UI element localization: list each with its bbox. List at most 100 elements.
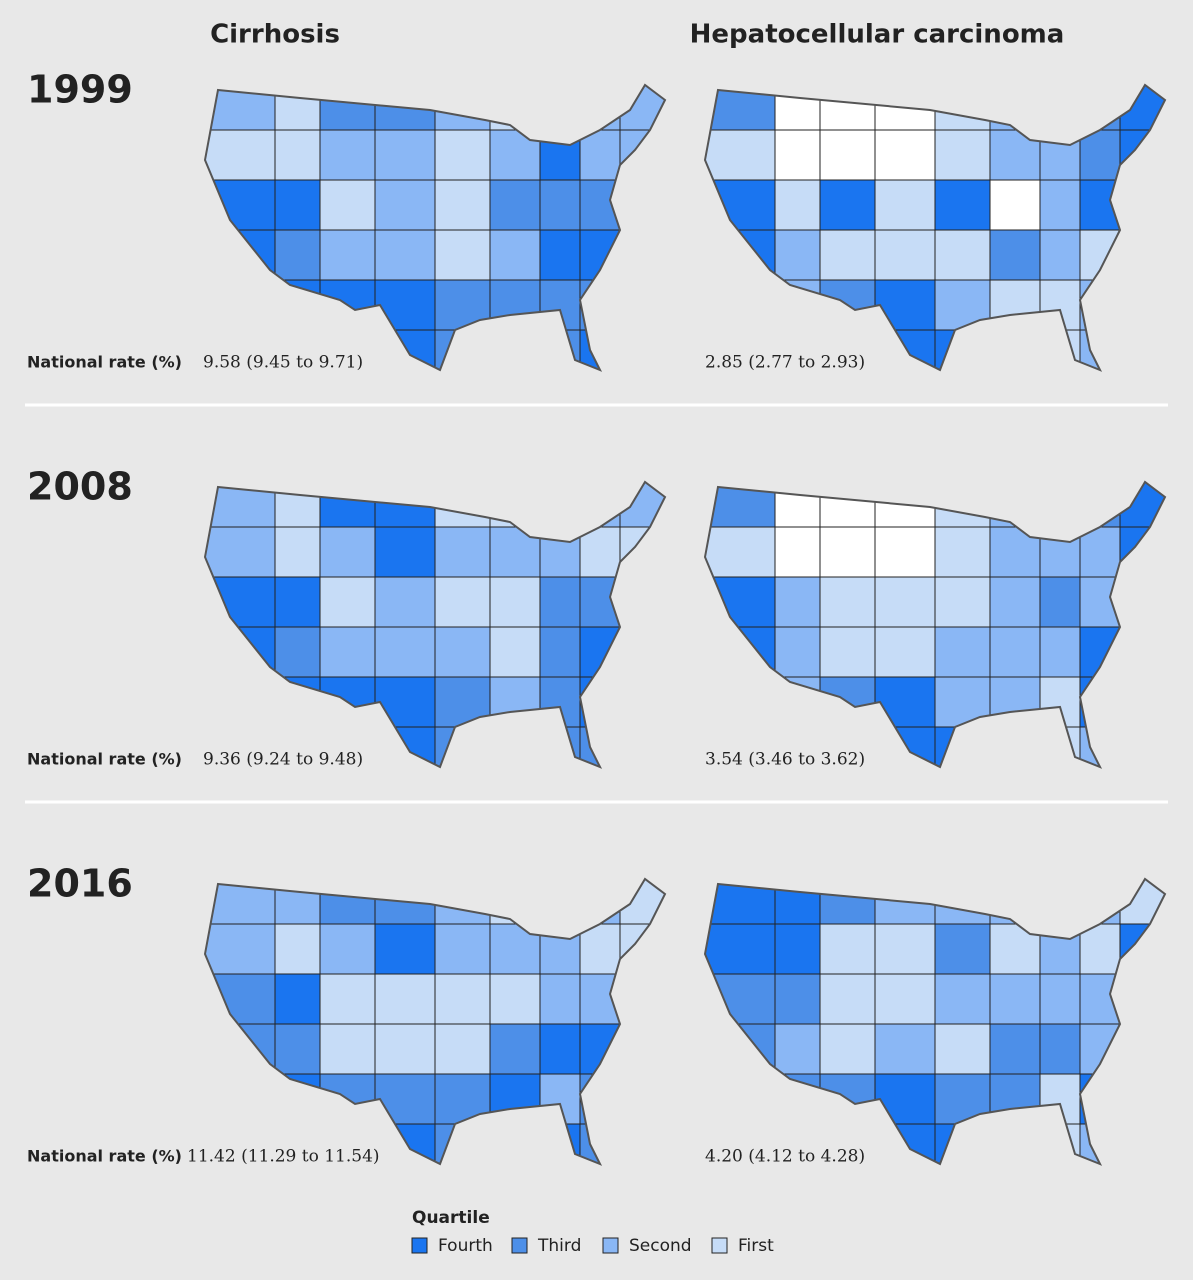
- state: [1039, 676, 1081, 728]
- map-states: [205, 879, 665, 1164]
- state: [819, 626, 876, 678]
- state: [934, 576, 991, 628]
- state: [539, 129, 581, 181]
- state: [274, 129, 321, 181]
- state: [989, 626, 1041, 678]
- state: [619, 482, 665, 528]
- state: [434, 329, 491, 370]
- state: [489, 923, 541, 975]
- state: [205, 626, 276, 678]
- legend-label: Second: [629, 1236, 692, 1256]
- state: [874, 1123, 936, 1164]
- state: [989, 85, 1041, 131]
- state: [319, 923, 376, 975]
- legend-swatch: [511, 1237, 528, 1254]
- map-outline: [703, 877, 1167, 1166]
- state: [489, 329, 541, 370]
- state: [1119, 1123, 1165, 1164]
- state: [434, 576, 491, 628]
- legend-swatch: [411, 1237, 428, 1254]
- state: [374, 1123, 436, 1164]
- state: [1119, 1023, 1165, 1075]
- legend-label: First: [738, 1236, 774, 1256]
- state: [539, 576, 581, 628]
- state: [1119, 329, 1165, 370]
- state: [434, 626, 491, 678]
- state: [1039, 526, 1081, 578]
- year: 1999: [27, 68, 133, 112]
- state: [619, 1123, 665, 1164]
- state: [819, 229, 876, 281]
- state: [319, 626, 376, 678]
- state: [705, 229, 776, 281]
- state: [434, 1073, 491, 1125]
- state: [374, 279, 436, 331]
- state: [819, 576, 876, 628]
- state: [274, 576, 321, 628]
- map-outline: [703, 480, 1167, 769]
- state: [434, 973, 491, 1025]
- state: [989, 482, 1041, 528]
- state: [1039, 1073, 1081, 1125]
- state: [539, 973, 581, 1025]
- state: [989, 279, 1041, 331]
- state: [374, 676, 436, 728]
- map-states: [705, 879, 1165, 1164]
- state: [1039, 482, 1081, 528]
- state: [319, 526, 376, 578]
- state: [1119, 482, 1165, 528]
- state: [705, 576, 776, 628]
- state: [1119, 576, 1165, 628]
- state: [374, 879, 436, 925]
- state: [934, 129, 991, 181]
- state: [619, 676, 665, 728]
- state: [374, 129, 436, 181]
- state: [489, 179, 541, 231]
- national-rate: 11.42 (11.29 to 11.54): [187, 1147, 380, 1167]
- state: [1039, 129, 1081, 181]
- state: [374, 626, 436, 678]
- state: [205, 279, 276, 331]
- state: [1039, 1023, 1081, 1075]
- state: [539, 279, 581, 331]
- national-rate: 4.20 (4.12 to 4.28): [705, 1147, 865, 1167]
- state: [705, 1073, 776, 1125]
- state: [774, 1023, 821, 1075]
- state: [434, 1123, 491, 1164]
- us-map: [203, 877, 667, 1166]
- state: [989, 879, 1041, 925]
- state: [934, 923, 991, 975]
- state: [319, 576, 376, 628]
- state: [489, 1073, 541, 1125]
- state: [1079, 1123, 1121, 1164]
- state: [434, 129, 491, 181]
- us-map: [703, 480, 1167, 769]
- state: [579, 1073, 621, 1125]
- state: [1039, 973, 1081, 1025]
- state: [874, 576, 936, 628]
- state: [434, 482, 491, 528]
- state: [274, 973, 321, 1025]
- legend: Fourth Third Second First: [411, 1236, 774, 1256]
- state: [274, 626, 321, 678]
- state: [319, 229, 376, 281]
- state: [934, 279, 991, 331]
- state: [579, 1023, 621, 1075]
- rate-label: National rate (%): [27, 1147, 182, 1166]
- state: [774, 129, 821, 181]
- legend-swatch: [711, 1237, 728, 1254]
- state: [619, 329, 665, 370]
- state: [819, 923, 876, 975]
- us-map: [203, 83, 667, 372]
- map-outline: [203, 877, 667, 1166]
- year: 2008: [27, 465, 133, 509]
- national-rate: 3.54 (3.46 to 3.62): [705, 750, 865, 770]
- national-rate: 9.58 (9.45 to 9.71): [203, 353, 363, 373]
- state: [989, 1123, 1041, 1164]
- state: [989, 129, 1041, 181]
- state: [205, 179, 276, 231]
- state: [619, 576, 665, 628]
- legend-label: Third: [537, 1236, 581, 1256]
- state: [1119, 726, 1165, 767]
- map-states: [705, 85, 1165, 370]
